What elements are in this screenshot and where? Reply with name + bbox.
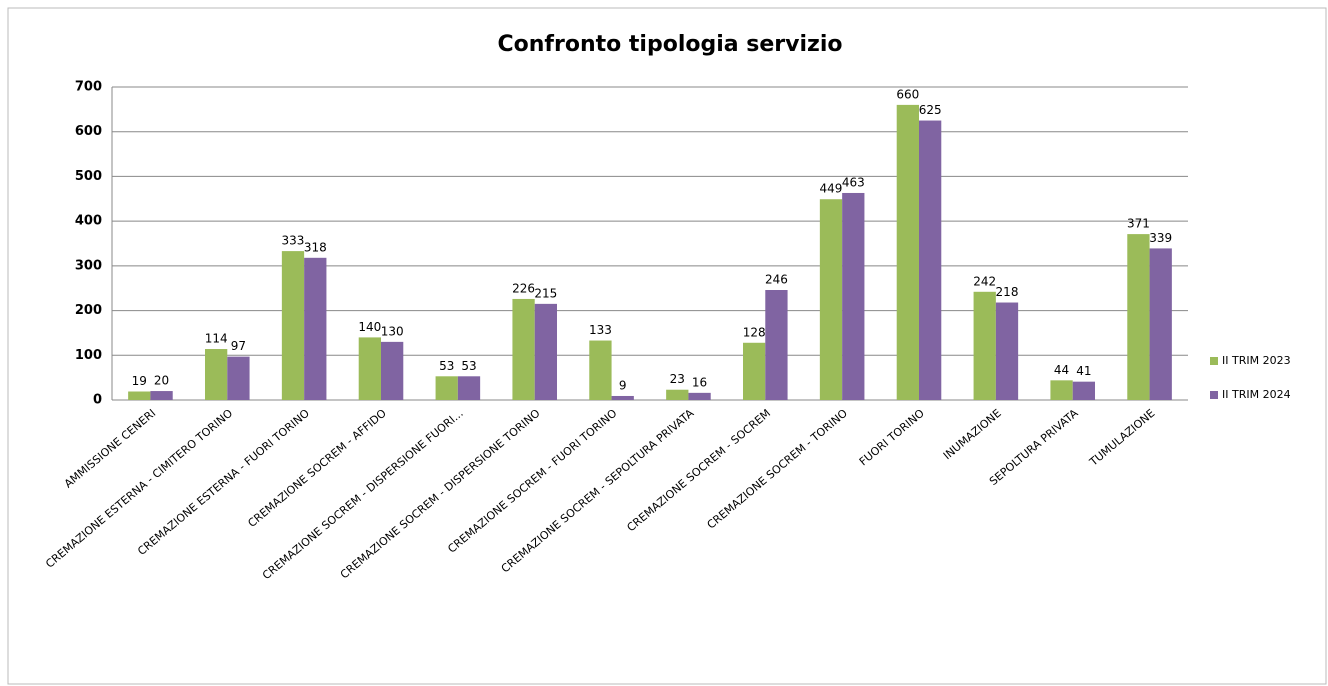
bar: [995, 302, 1019, 400]
y-tick-label: 100: [75, 348, 102, 363]
data-label: 9: [619, 378, 627, 392]
data-label: 339: [1149, 231, 1172, 245]
data-label: 19: [132, 374, 147, 388]
bar: [381, 341, 404, 400]
data-label: 463: [842, 175, 865, 189]
y-tick-label: 400: [75, 214, 102, 229]
bar: [765, 290, 788, 400]
y-tick-label: 0: [93, 393, 102, 408]
data-label: 130: [381, 324, 404, 338]
bar: [1127, 234, 1150, 400]
y-tick-label: 700: [75, 80, 102, 95]
bar: [1050, 380, 1073, 400]
data-label: 20: [154, 374, 169, 388]
y-tick-label: 500: [75, 169, 102, 184]
data-label: 226: [512, 281, 535, 295]
bar: [919, 120, 942, 401]
data-label: 133: [589, 323, 612, 337]
data-label: 53: [461, 359, 476, 373]
bar: [896, 104, 919, 400]
bar: [204, 349, 228, 400]
data-label: 246: [765, 273, 788, 287]
y-tick-label: 300: [75, 258, 102, 273]
data-label: 97: [231, 339, 246, 353]
bar: [1149, 248, 1172, 400]
data-label: 114: [205, 332, 228, 346]
data-label: 625: [919, 103, 942, 117]
bar: [281, 251, 305, 400]
data-label: 218: [996, 285, 1019, 299]
bar: [358, 337, 381, 400]
chart-frame: [7, 7, 1327, 685]
bar: [842, 192, 865, 400]
legend-swatch: [1210, 357, 1218, 365]
bar: [534, 303, 558, 400]
bar: [819, 199, 843, 400]
bar: [457, 376, 481, 400]
legend-label: II TRIM 2023: [1222, 354, 1291, 367]
data-label: 449: [820, 182, 843, 196]
data-label: 333: [282, 234, 305, 248]
data-label: 318: [304, 240, 327, 254]
bar: [512, 298, 535, 400]
data-label: 53: [439, 359, 454, 373]
bar: [128, 391, 151, 400]
bar: [435, 376, 458, 400]
data-label: 128: [743, 325, 766, 339]
bar: [304, 257, 327, 400]
bar: [742, 342, 766, 400]
data-label: 16: [692, 375, 707, 389]
data-label: 140: [358, 320, 381, 334]
y-tick-label: 200: [75, 303, 102, 318]
data-label: 242: [973, 274, 996, 288]
data-label: 44: [1054, 363, 1069, 377]
data-label: 41: [1076, 364, 1091, 378]
bar: [611, 395, 634, 400]
bar: [589, 340, 612, 400]
bar: [227, 356, 250, 400]
y-tick-label: 600: [75, 124, 102, 139]
bar: [688, 392, 711, 400]
bar: [666, 389, 689, 400]
data-label: 23: [670, 372, 685, 386]
legend-label: II TRIM 2024: [1222, 388, 1291, 401]
legend-swatch: [1210, 391, 1218, 399]
data-label: 371: [1127, 217, 1150, 231]
bar: [1072, 381, 1096, 400]
bar: [150, 391, 173, 400]
bar: [973, 291, 996, 400]
data-label: 660: [896, 87, 919, 101]
data-label: 215: [534, 286, 557, 300]
chart-title: Confronto tipologia servizio: [498, 32, 843, 57]
